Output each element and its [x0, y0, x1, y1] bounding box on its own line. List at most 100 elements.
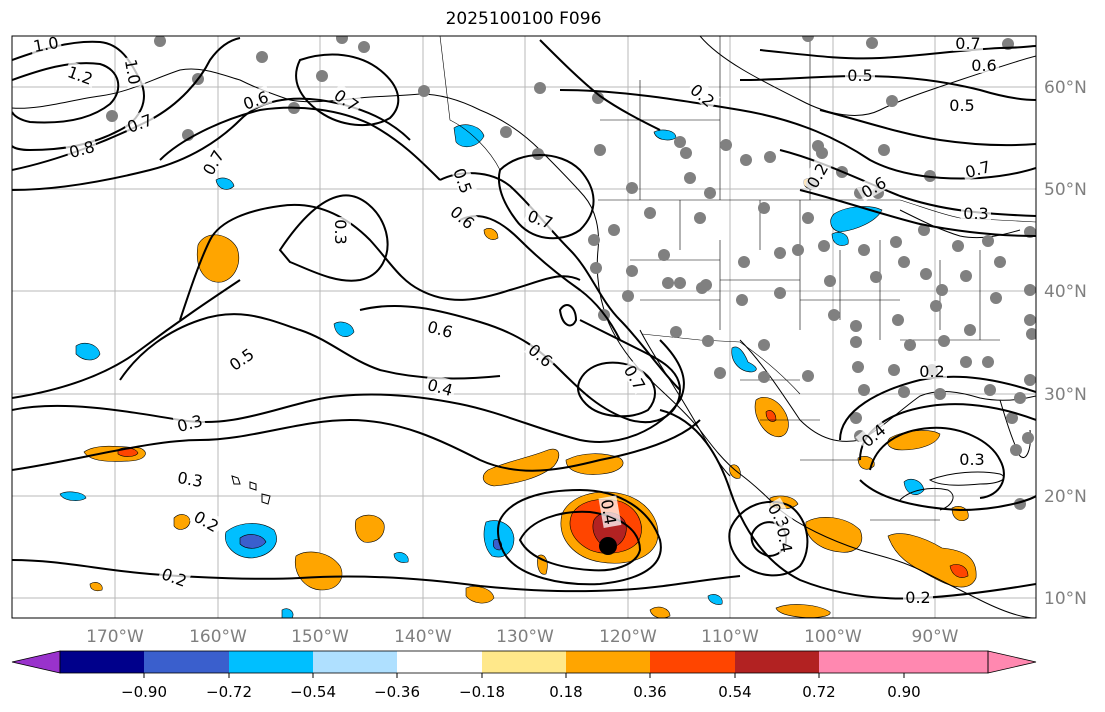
anomaly-blue: [707, 594, 723, 605]
contour-label-text: 1.0: [32, 33, 60, 56]
anomaly-blue: [59, 491, 87, 501]
colorbar-tick-label: −0.90: [121, 683, 167, 701]
contour-label-bg: [917, 361, 947, 379]
station-dot: [828, 309, 840, 321]
station-dot: [802, 36, 814, 42]
station-dot: [702, 335, 714, 347]
station-dot: [892, 314, 904, 326]
contour-label-bg: [238, 85, 273, 113]
longitude-label: 100°W: [804, 627, 862, 647]
contour-label-bg: [947, 95, 977, 113]
contour-label-bg: [122, 108, 157, 136]
station-dot: [802, 370, 814, 382]
contour-label-bg: [686, 77, 721, 112]
anomaly-orange: [483, 228, 499, 240]
station-dot: [758, 371, 770, 383]
contour-label-text: 0.2: [905, 588, 930, 607]
contour-label: 0.3: [331, 217, 351, 247]
contour-line: [12, 418, 701, 472]
colorbar-tick-label: −0.18: [459, 683, 505, 701]
station-dot: [592, 92, 604, 104]
station-dot: [994, 256, 1006, 268]
coastline-cuba: [928, 471, 1005, 486]
contour-label-bg: [855, 417, 890, 452]
colorbar-bin: [144, 651, 229, 673]
colorbar-bin: [650, 651, 735, 673]
station-dot: [802, 212, 814, 224]
contour-label-text: 0.5: [949, 96, 974, 115]
station-dot: [964, 324, 976, 336]
station-dot: [704, 187, 716, 199]
station-dot: [936, 284, 948, 296]
contour-line: [739, 74, 1036, 101]
station-dot: [626, 265, 638, 277]
contour-line: [839, 375, 1036, 441]
station-dot: [878, 144, 890, 156]
colorbar-bin: [735, 651, 819, 673]
station-dot: [934, 388, 946, 400]
station-dot: [774, 287, 786, 299]
contour-line: [459, 215, 621, 341]
station-dot: [960, 356, 972, 368]
colorbar-tick-label: −0.36: [374, 683, 420, 701]
station-dot: [984, 384, 996, 396]
contour-label-text: 0.4: [597, 498, 620, 526]
anomaly-orange: [649, 606, 671, 618]
anomaly-blue: [215, 177, 235, 190]
contour-line: [759, 45, 1036, 60]
contour-label-bg: [620, 359, 652, 395]
station-dot: [694, 212, 706, 224]
contour-label-text: 0.3: [959, 450, 984, 469]
contour-line: [12, 40, 145, 152]
station-dot: [738, 256, 750, 268]
station-dot: [890, 236, 902, 248]
contour-label-bg: [969, 55, 999, 73]
station-dot: [960, 270, 972, 282]
contour-label-text: 0.3: [963, 204, 988, 223]
contour-line: [799, 189, 1036, 237]
contour-label-bg: [174, 466, 207, 490]
anomaly-blue: [903, 478, 925, 495]
contour-line: [559, 89, 1036, 180]
station-dot: [858, 244, 870, 256]
colorbar-tick-label: −0.72: [206, 683, 252, 701]
station-dot: [982, 235, 994, 247]
station-dot: [534, 82, 546, 94]
contour-line: [179, 203, 581, 321]
station-markers: [106, 36, 1036, 510]
latitude-label: 40°N: [1044, 282, 1087, 302]
contour-label-bg: [953, 36, 983, 51]
colorbar-bin: [566, 651, 650, 673]
station-dot: [714, 367, 726, 379]
station-dot: [824, 275, 836, 287]
station-dot: [1006, 412, 1018, 424]
contour-label-bg: [523, 204, 558, 232]
station-dot: [930, 300, 942, 312]
station-dot: [1014, 392, 1026, 404]
station-dot: [904, 339, 916, 351]
longitude-label: 120°W: [599, 627, 657, 647]
contour-line: [819, 109, 1036, 147]
colorbar-outline: [59, 650, 989, 674]
colorbar-tick-label: 0.18: [549, 683, 582, 701]
station-dot: [866, 37, 878, 49]
contour-label-bg: [774, 523, 798, 556]
contour-line: [295, 53, 400, 127]
anomaly-orange: [196, 234, 240, 283]
contour-label-bg: [446, 199, 481, 234]
contour-line: [539, 39, 661, 131]
contour-line: [439, 172, 681, 391]
anomaly-orange: [805, 517, 862, 553]
border-canada-prov: [600, 36, 811, 200]
anomaly-orange: [775, 604, 831, 618]
station-dot: [792, 244, 804, 256]
longitude-label: 150°W: [291, 627, 349, 647]
station-dot: [674, 277, 686, 289]
station-dot: [850, 320, 862, 332]
station-dot: [740, 154, 752, 166]
border-us-canada: [598, 199, 1036, 223]
storm-center-marker: [599, 537, 617, 555]
contour-label: 0.3: [174, 466, 207, 491]
anomaly-orange: [89, 582, 103, 592]
